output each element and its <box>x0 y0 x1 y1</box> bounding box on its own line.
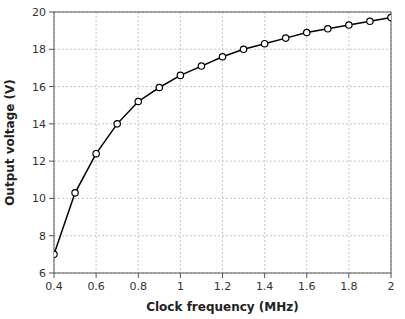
tick-label: 16 <box>32 81 46 94</box>
data-point <box>198 63 204 69</box>
tick-mark <box>54 273 55 278</box>
grid-line <box>54 198 391 199</box>
tick-mark <box>96 273 97 278</box>
tick-label: 0.6 <box>87 280 105 293</box>
data-point <box>114 121 120 127</box>
data-point <box>177 72 183 78</box>
tick-mark <box>49 49 54 50</box>
tick-label: 0.8 <box>130 280 148 293</box>
series <box>54 14 391 257</box>
data-point <box>54 251 57 257</box>
grid-line <box>180 12 181 273</box>
data-point <box>304 29 310 35</box>
tick-label: 0.4 <box>45 280 63 293</box>
grid-line <box>222 12 223 273</box>
tick-label: 14 <box>32 118 46 131</box>
grid-line <box>54 86 391 87</box>
tick-mark <box>306 273 307 278</box>
tick-mark <box>49 273 54 274</box>
tick-mark <box>49 12 54 13</box>
tick-mark <box>49 161 54 162</box>
data-point <box>156 84 162 90</box>
grid-line <box>54 161 391 162</box>
tick-mark <box>49 123 54 124</box>
tick-mark <box>49 235 54 236</box>
data-point <box>367 18 373 24</box>
grid-line <box>54 49 391 50</box>
data-point <box>346 22 352 28</box>
tick-mark <box>348 273 349 278</box>
data-point <box>135 98 141 104</box>
tick-label: 1.2 <box>214 280 232 293</box>
grid-line <box>264 12 265 273</box>
data-point <box>325 26 331 32</box>
tick-label: 6 <box>39 267 46 280</box>
tick-label: 10 <box>32 192 46 205</box>
grid-line <box>306 12 307 273</box>
data-point <box>72 190 78 196</box>
y-axis-label: Output voltage (V) <box>3 79 17 206</box>
tick-mark <box>264 273 265 278</box>
grid-line <box>138 12 139 273</box>
tick-mark <box>138 273 139 278</box>
data-point <box>219 54 225 60</box>
tick-label: 12 <box>32 155 46 168</box>
grid-line <box>96 12 97 273</box>
grid-line <box>54 123 391 124</box>
x-axis-label: Clock frequency (MHz) <box>146 300 299 314</box>
tick-mark <box>49 86 54 87</box>
grid-line <box>54 235 391 236</box>
tick-label: 1.6 <box>298 280 316 293</box>
data-point <box>240 46 246 52</box>
tick-mark <box>391 273 392 278</box>
plot-frame <box>54 12 391 273</box>
tick-mark <box>222 273 223 278</box>
axes: 0.4 0.6 0.8 1 1.2 1.4 1.6 1.8 2 6 8 10 12 14 16 18 20 <box>32 6 395 293</box>
grid-line <box>348 12 349 273</box>
tick-label: 20 <box>32 6 46 19</box>
data-point <box>388 14 391 20</box>
chart: 0.4 0.6 0.8 1 1.2 1.4 1.6 1.8 2 6 8 10 12 14 16 18 20 Clo… <box>0 0 405 319</box>
data-point <box>282 35 288 41</box>
data-line <box>54 18 391 255</box>
tick-mark <box>49 198 54 199</box>
tick-label: 2 <box>388 280 395 293</box>
tick-label: 1.4 <box>256 280 274 293</box>
plot-background <box>54 12 391 273</box>
tick-mark <box>180 273 181 278</box>
tick-label: 1.8 <box>340 280 358 293</box>
grid <box>54 12 391 273</box>
tick-label: 1 <box>177 280 184 293</box>
tick-label: 8 <box>39 230 46 243</box>
data-point <box>261 40 267 46</box>
data-point <box>93 150 99 156</box>
tick-label: 18 <box>32 43 46 56</box>
